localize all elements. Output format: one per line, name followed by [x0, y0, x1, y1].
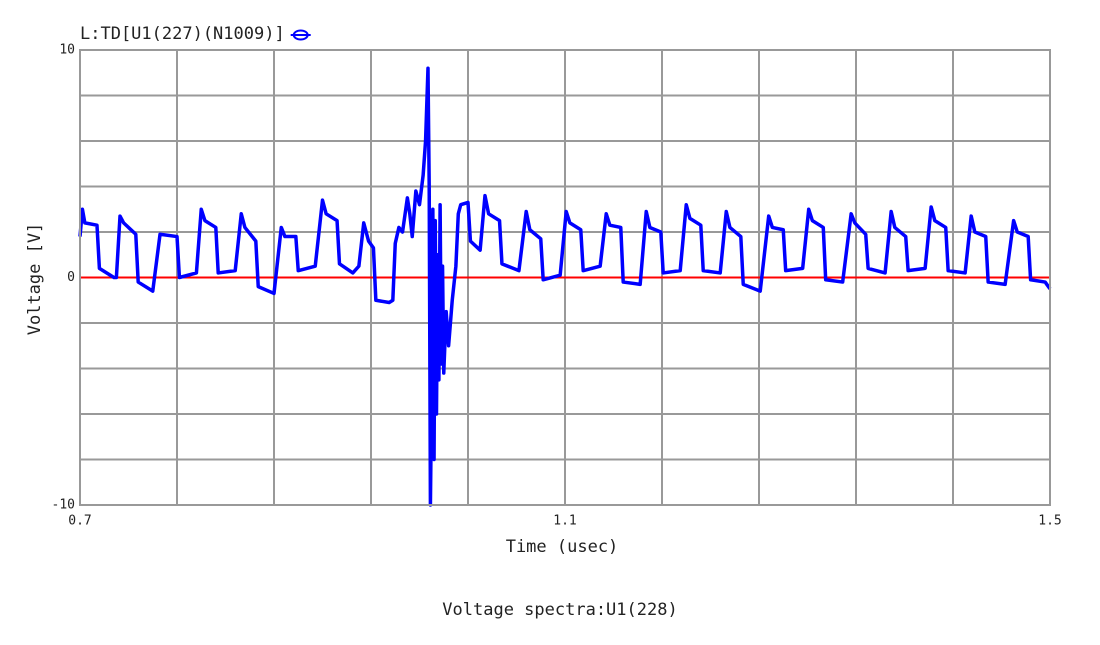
y-axis-label: Voltage [V] [25, 223, 45, 336]
caption: Voltage spectra:U1(228) [442, 600, 677, 620]
plot-border [79, 49, 1051, 506]
series-line [78, 66, 1052, 507]
legend-marker [292, 29, 309, 41]
y-tick-label: 10 [59, 43, 75, 58]
x-tick-label: 0.7 [68, 514, 91, 529]
x-tick-label: 1.1 [553, 514, 576, 529]
y-tick-label: 0 [67, 270, 75, 285]
y-tick-label: -10 [52, 498, 75, 513]
x-axis-label: Time (usec) [506, 537, 619, 557]
x-tick-label: 1.5 [1038, 514, 1061, 529]
legend-label: L:TD[U1(227)(N1009)] [80, 24, 285, 44]
